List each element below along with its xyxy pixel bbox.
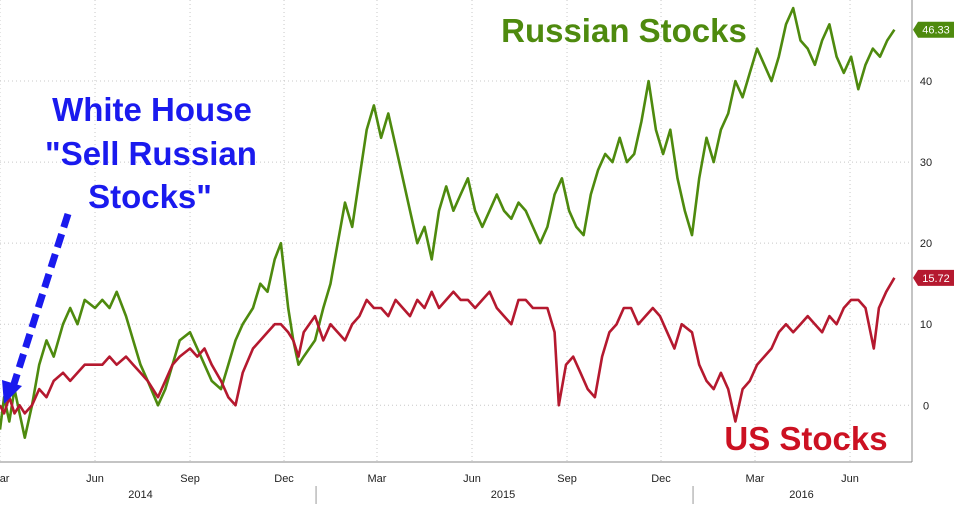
last-value-badge: 46.33	[913, 21, 954, 38]
badge-value: 15.72	[922, 273, 950, 285]
white-house-line-2: "Sell Russian	[45, 135, 257, 172]
y-tick-label: 0	[923, 400, 929, 412]
x-tick-label: Sep	[557, 473, 577, 485]
x-tick-label: Sep	[180, 473, 200, 485]
white-house-line-3: Stocks"	[88, 178, 212, 215]
arrow-head-icon	[2, 380, 22, 404]
dashed-arrow-shaft	[10, 212, 72, 386]
badge-shape	[913, 269, 954, 286]
y-tick-label: 20	[920, 238, 932, 250]
year-label: 2015	[491, 489, 515, 501]
x-tick-label: Jun	[463, 473, 481, 485]
series-lines	[0, 6, 896, 440]
last-value-badge: 15.72	[913, 269, 954, 286]
x-tick-label: Mar	[746, 473, 765, 485]
x-tick-label: Mar	[368, 473, 387, 485]
x-tick-label: Dec	[274, 473, 294, 485]
x-tick-label: Jun	[841, 473, 859, 485]
x-tick-label: Dec	[651, 473, 671, 485]
year-label: 2016	[789, 489, 813, 501]
grid-lines	[0, 0, 912, 462]
x-tick-label: Mar	[0, 473, 10, 485]
badge-shape	[913, 21, 954, 38]
y-tick-label: 40	[920, 76, 932, 88]
year-label: 2014	[128, 489, 152, 501]
series-line-russian-stocks	[0, 6, 896, 440]
axes: 0 10 20 30 40 Mar Jun Sep Dec Mar Jun Sep Dec Mar Jun 2…	[0, 0, 932, 504]
last-value-badges: 46.33 15.72	[913, 21, 954, 286]
white-house-annotation: White House "Sell Russian Stocks"	[2, 91, 257, 404]
us-stocks-label: US Stocks	[724, 420, 887, 457]
series-line-us-stocks	[0, 277, 896, 423]
white-house-line-1: White House	[52, 91, 252, 128]
x-tick-label: Jun	[86, 473, 104, 485]
russian-stocks-label: Russian Stocks	[501, 12, 747, 49]
y-tick-label: 10	[920, 319, 932, 331]
badge-value: 46.33	[922, 25, 950, 37]
y-tick-label: 30	[920, 157, 932, 169]
